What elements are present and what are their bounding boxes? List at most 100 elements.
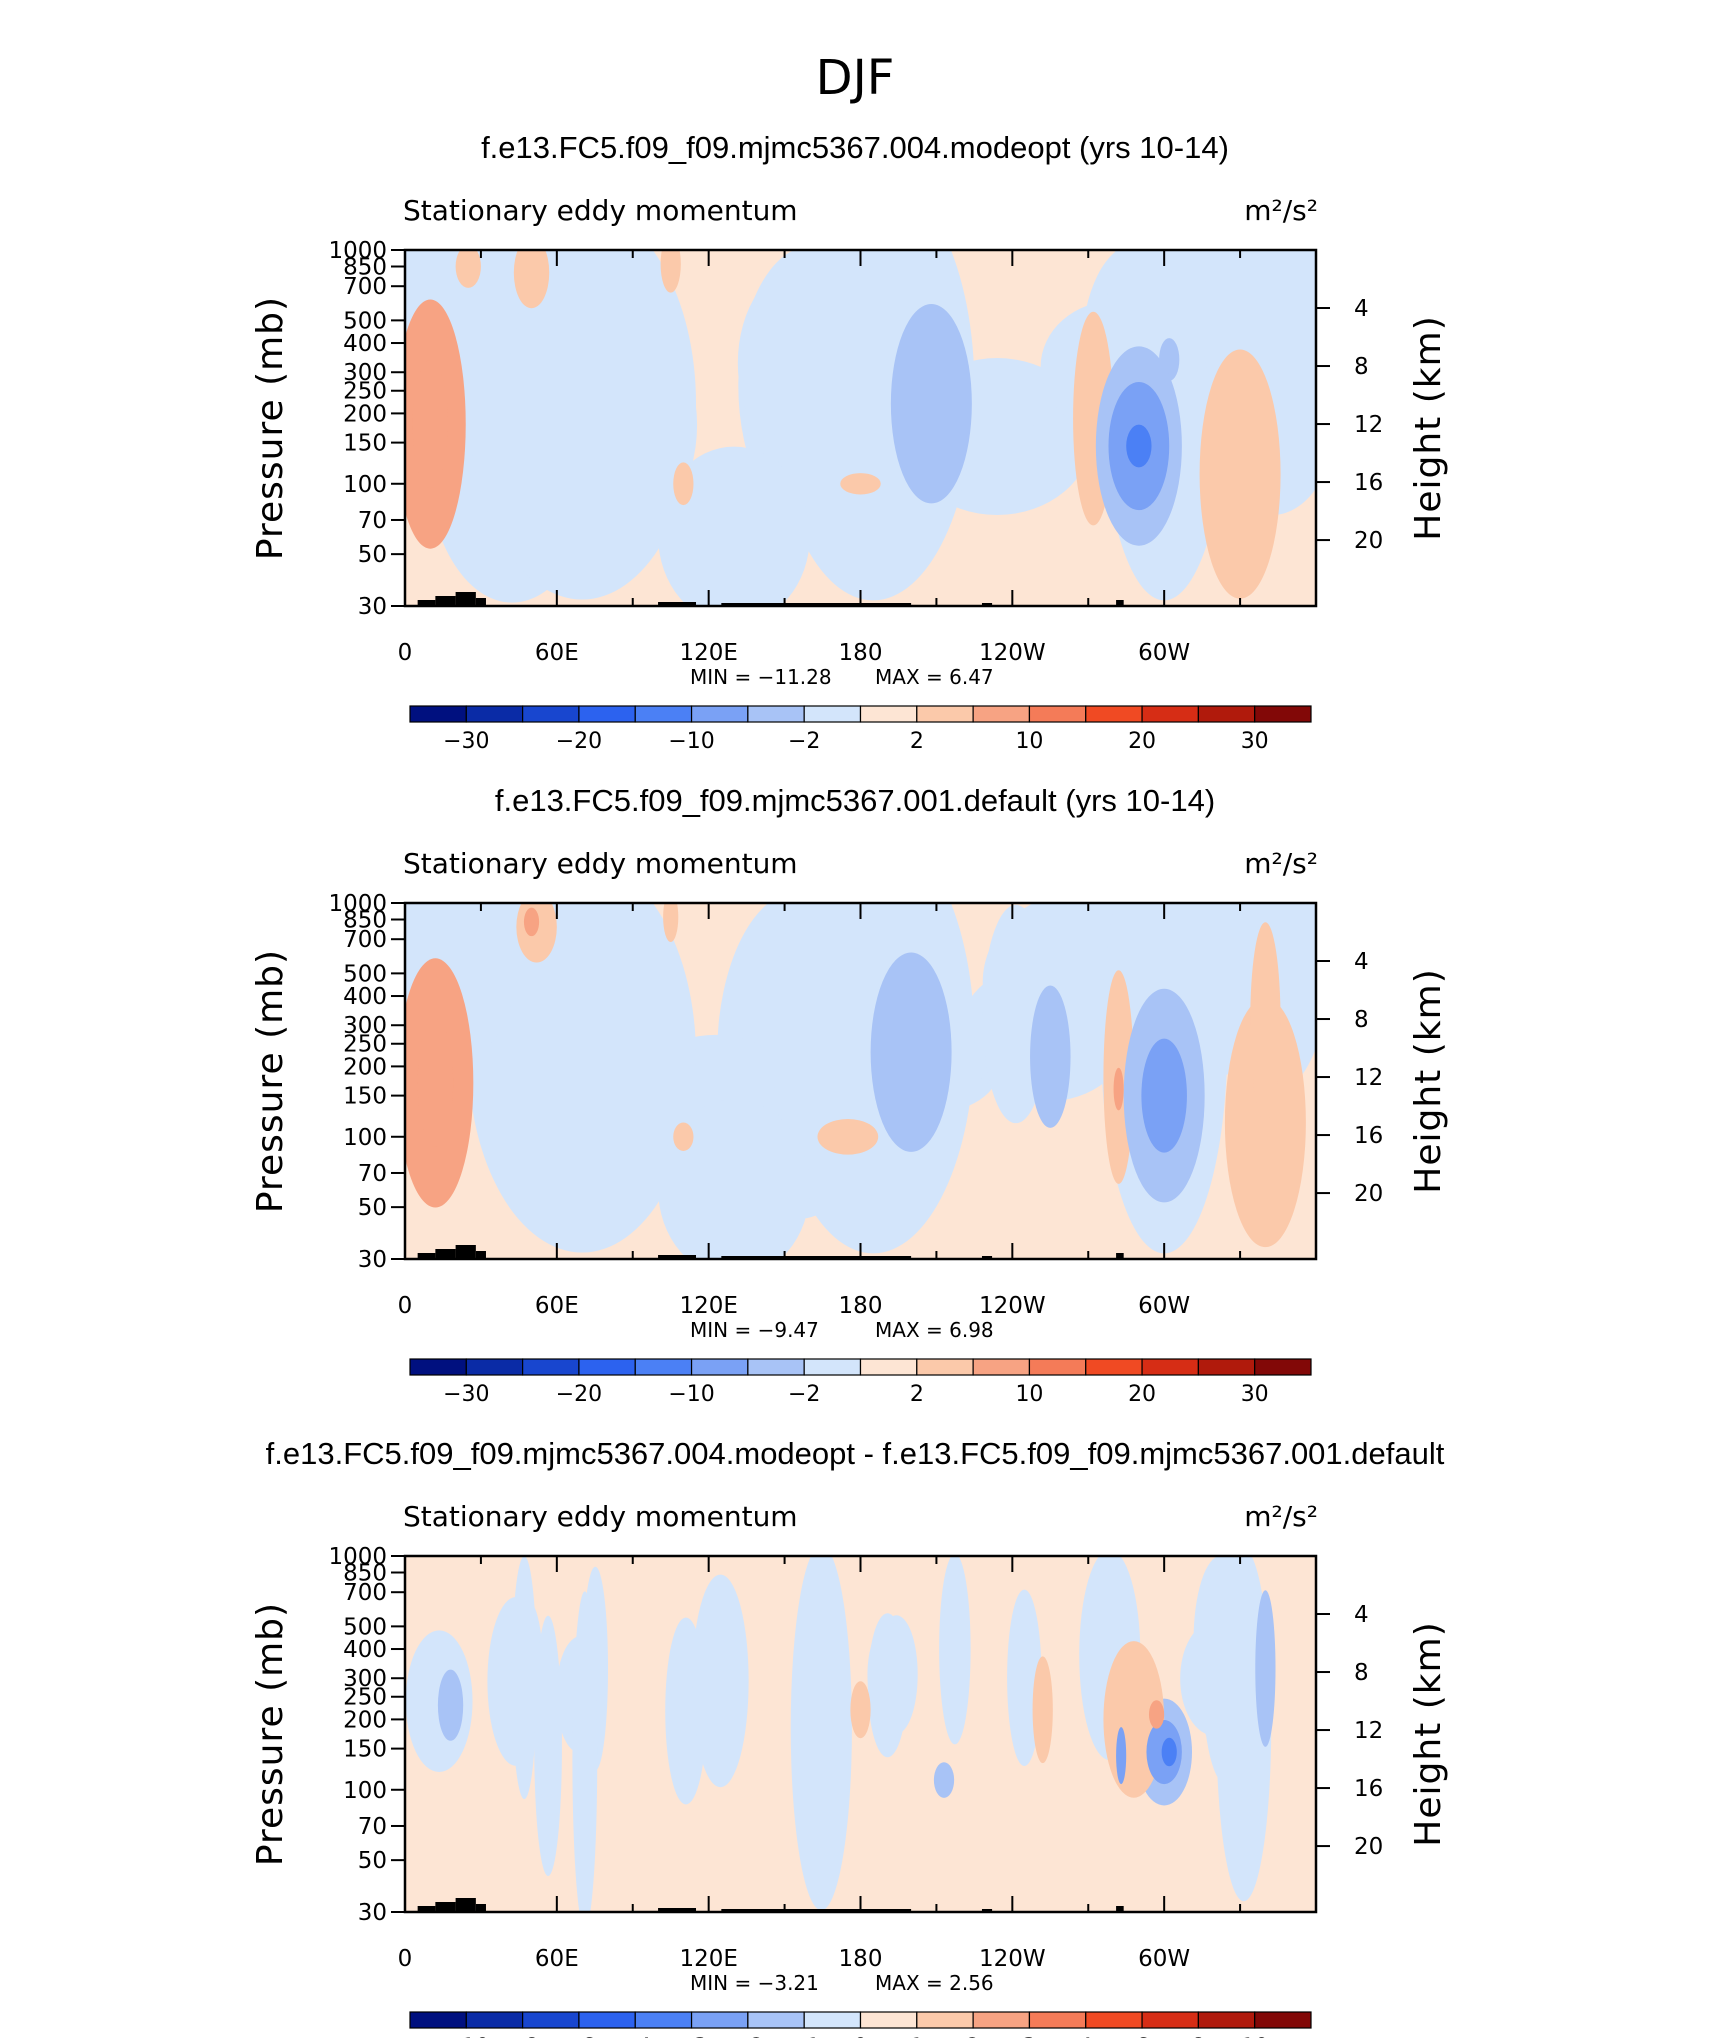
- panel-subtitle: Stationary eddy momentum: [403, 847, 798, 880]
- colorbar-label: 30: [1241, 729, 1269, 754]
- colorbar-label: 8: [1191, 2035, 1205, 2038]
- topography: [721, 1909, 912, 1912]
- contour-blob: [660, 250, 681, 293]
- colorbar-swatch: [578, 1358, 636, 1376]
- contour-blob: [1199, 349, 1281, 599]
- y-tick-label: 100: [343, 1778, 387, 1804]
- y-tick-label: 1000: [328, 1544, 387, 1570]
- y-tick-label: 250: [343, 379, 387, 405]
- contour-blob: [933, 1762, 955, 1798]
- colorbar-swatch: [916, 1358, 974, 1376]
- colorbar-label: −8: [506, 2035, 538, 2038]
- y-tick-label: 200: [343, 1054, 387, 1080]
- contour-field: [405, 903, 1316, 1259]
- contour-blob: [455, 250, 481, 288]
- colorbar-swatch: [803, 705, 862, 723]
- colorbar-label: 20: [1128, 729, 1156, 754]
- negative-region: [468, 250, 696, 600]
- colorbar-swatch: [1254, 1358, 1312, 1376]
- negative-region: [692, 1574, 749, 1788]
- max-label: MAX = 2.56: [875, 1971, 994, 1995]
- y2-tick-label: 20: [1354, 1181, 1383, 1207]
- y-tick-label: 700: [343, 1580, 387, 1606]
- colorbar-swatch: [1085, 2011, 1143, 2029]
- y2-tick-label: 16: [1354, 1123, 1383, 1149]
- topography: [981, 1909, 993, 1912]
- colorbar-swatch: [972, 1358, 1031, 1376]
- x-tick-label: 60W: [1138, 1946, 1190, 1972]
- colorbar-label: −2: [788, 729, 820, 754]
- panel-title: f.e13.FC5.f09_f09.mjmc5367.001.default (…: [495, 783, 1215, 818]
- colorbar-swatch: [1141, 2011, 1199, 2029]
- colorbar-swatch: [1141, 1358, 1199, 1376]
- y-tick-label: 1000: [328, 238, 387, 264]
- colorbar-label: −3: [675, 2035, 707, 2038]
- colorbar-label: 6: [1135, 2035, 1149, 2038]
- colorbar-swatch: [747, 705, 805, 723]
- negative-region: [1192, 1565, 1259, 1755]
- y-axis-label: Pressure (mb): [250, 949, 291, 1213]
- y-tick-label: 200: [343, 1707, 387, 1733]
- colorbar-label: −30: [443, 1382, 489, 1407]
- contour-blob: [673, 1122, 694, 1152]
- y-tick-label: 850: [343, 907, 387, 933]
- y2-tick-label: 8: [1354, 1660, 1369, 1686]
- panel-subtitle: Stationary eddy momentum: [403, 1500, 798, 1533]
- panel-3: f.e13.FC5.f09_f09.mjmc5367.004.modeopt -…: [250, 1436, 1449, 2038]
- colorbar-swatch: [465, 705, 524, 723]
- colorbar-swatch: [1028, 1358, 1087, 1376]
- topography: [417, 1253, 436, 1259]
- y2-tick-label: 20: [1354, 1834, 1383, 1860]
- colorbar-swatch: [859, 705, 918, 723]
- colorbar-swatch: [916, 705, 974, 723]
- x-tick-label: 120W: [979, 1293, 1046, 1319]
- colorbar-label: −10: [668, 1382, 714, 1407]
- colorbar-label: 3: [1022, 2035, 1036, 2038]
- panel-2: f.e13.FC5.f09_f09.mjmc5367.001.default (…: [250, 783, 1449, 1407]
- topography: [435, 1249, 456, 1259]
- panel-units: m²/s²: [1244, 847, 1318, 880]
- colorbar-swatch: [1085, 1358, 1143, 1376]
- colorbar-label: 30: [1241, 1382, 1269, 1407]
- y-tick-label: 150: [343, 1737, 387, 1763]
- y-tick-label: 850: [343, 254, 387, 280]
- contour-blob: [890, 304, 972, 504]
- x-tick-label: 60W: [1138, 640, 1190, 666]
- topography: [435, 596, 456, 606]
- colorbar-swatch: [409, 2011, 467, 2029]
- topography: [981, 1256, 993, 1259]
- topography: [658, 1908, 697, 1912]
- topography: [721, 603, 912, 606]
- contour-blob: [870, 952, 952, 1152]
- panel-title: f.e13.FC5.f09_f09.mjmc5367.004.modeopt -…: [266, 1436, 1445, 1471]
- topography: [417, 600, 436, 606]
- colorbar-label: −2: [788, 1382, 820, 1407]
- panel-units: m²/s²: [1244, 194, 1318, 227]
- y2-tick-label: 12: [1354, 412, 1383, 438]
- x-tick-label: 180: [839, 640, 883, 666]
- y2-tick-label: 4: [1354, 949, 1369, 975]
- panel-units: m²/s²: [1244, 1500, 1318, 1533]
- y-tick-label: 300: [343, 1666, 387, 1692]
- min-label: MIN = −9.47: [690, 1318, 819, 1342]
- contour-blob: [1255, 1590, 1276, 1747]
- colorbar-swatch: [1028, 2011, 1087, 2029]
- colorbar-swatch: [690, 1358, 749, 1376]
- contour-blob: [673, 462, 694, 506]
- negative-region: [867, 1622, 912, 1727]
- colorbar-swatch: [972, 705, 1031, 723]
- colorbar-swatch: [690, 705, 749, 723]
- y-tick-label: 400: [343, 331, 387, 357]
- y-axis-label: Pressure (mb): [250, 296, 291, 560]
- colorbar-label: −20: [556, 1382, 602, 1407]
- min-label: MIN = −3.21: [690, 1971, 819, 1995]
- contour-blob: [1250, 922, 1281, 1122]
- colorbar-label: 4: [1079, 2035, 1093, 2038]
- x-tick-label: 180: [839, 1946, 883, 1972]
- topography: [658, 1255, 697, 1259]
- x-tick-label: 60E: [535, 640, 579, 666]
- y2-tick-label: 12: [1354, 1065, 1383, 1091]
- colorbar-swatch: [859, 2011, 918, 2029]
- topography: [417, 1906, 436, 1912]
- colorbar-swatch: [803, 2011, 862, 2029]
